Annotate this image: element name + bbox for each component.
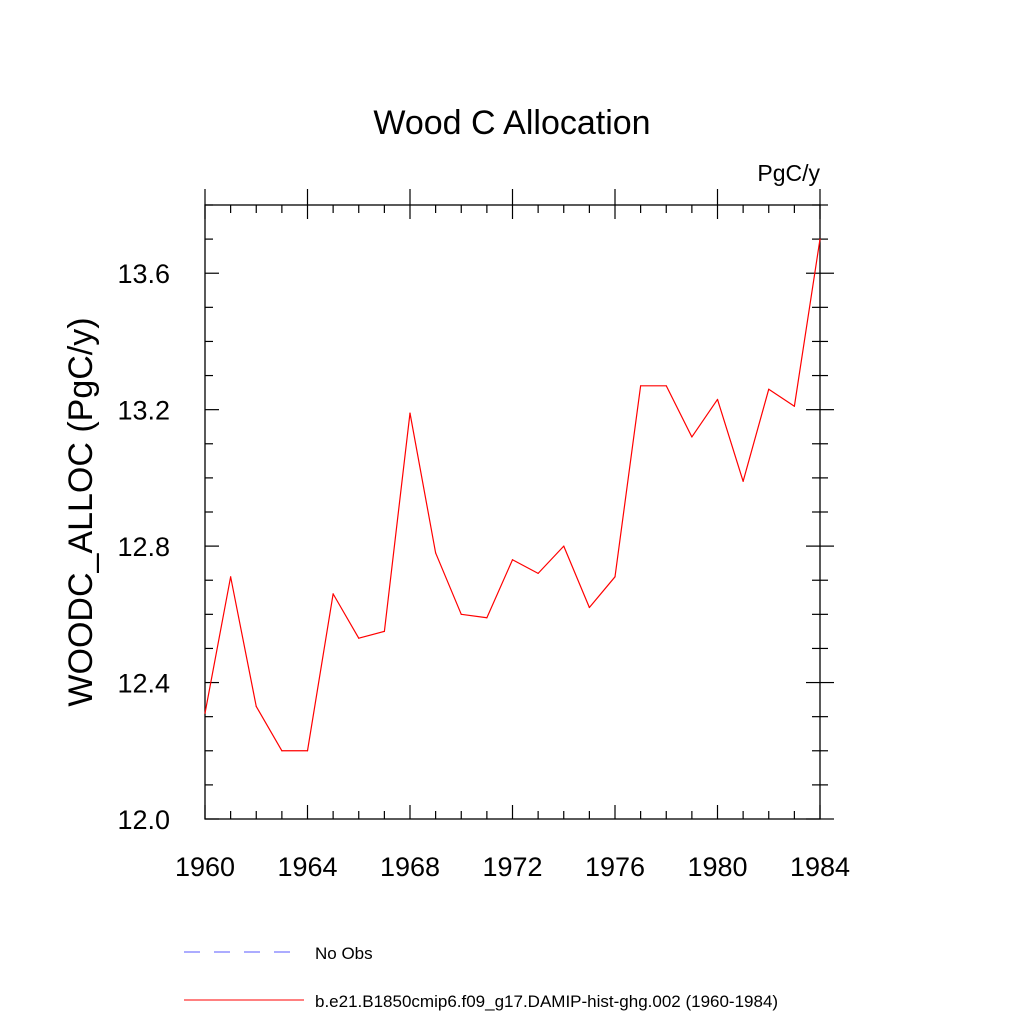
data-point xyxy=(793,405,795,407)
data-point xyxy=(768,388,770,390)
data-point xyxy=(486,617,488,619)
data-point xyxy=(537,572,539,575)
data-point xyxy=(691,436,693,438)
x-tick-label: 1968 xyxy=(380,852,440,882)
legend-label: b.e21.B1850cmip6.f09_g17.DAMIP-hist-ghg.… xyxy=(315,992,778,1011)
data-point xyxy=(614,576,616,578)
data-point xyxy=(435,552,437,554)
x-tick-label: 1980 xyxy=(687,852,747,882)
data-point xyxy=(383,630,385,632)
chart-title: Wood C Allocation xyxy=(373,104,650,142)
data-point xyxy=(511,559,514,561)
x-tick-label: 1984 xyxy=(790,852,850,882)
units-label: PgC/y xyxy=(757,160,820,186)
data-point xyxy=(460,613,462,615)
data-point xyxy=(358,637,360,639)
x-tick-label: 1964 xyxy=(277,852,337,882)
data-point xyxy=(409,412,411,414)
data-point xyxy=(742,480,744,482)
data-point xyxy=(306,750,309,752)
data-point xyxy=(255,705,257,708)
plot-frame xyxy=(204,204,821,820)
x-tick-label: 1960 xyxy=(175,852,235,882)
data-point xyxy=(281,750,283,752)
data-point xyxy=(230,576,232,578)
data-point xyxy=(819,238,821,240)
data-point xyxy=(204,712,206,714)
data-point xyxy=(665,385,667,387)
y-tick-label: 13.2 xyxy=(117,396,170,426)
data-point xyxy=(588,606,590,609)
y-tick-label: 12.8 xyxy=(117,532,170,562)
data-point xyxy=(332,593,334,595)
legend: No Obs b.e21.B1850cmip6.f09_g17.DAMIP-his… xyxy=(184,944,778,1011)
axis-ticks: 1960 1964 1968 1972 1976 1980 1984 12.0 12.4 12.8… xyxy=(117,189,850,882)
y-axis-label: WOODC_ALLOC (PgC/y) xyxy=(62,317,100,706)
x-tick-label: 1972 xyxy=(482,852,542,882)
y-tick-label: 13.6 xyxy=(117,259,170,289)
x-tick-label: 1976 xyxy=(585,852,645,882)
y-tick-label: 12.0 xyxy=(117,805,170,835)
y-tick-label: 12.4 xyxy=(117,669,170,699)
data-point xyxy=(563,545,565,547)
legend-label: No Obs xyxy=(315,944,373,963)
series-layer xyxy=(204,238,821,752)
data-point xyxy=(716,398,719,401)
data-point xyxy=(640,385,642,387)
series-line xyxy=(204,239,821,752)
